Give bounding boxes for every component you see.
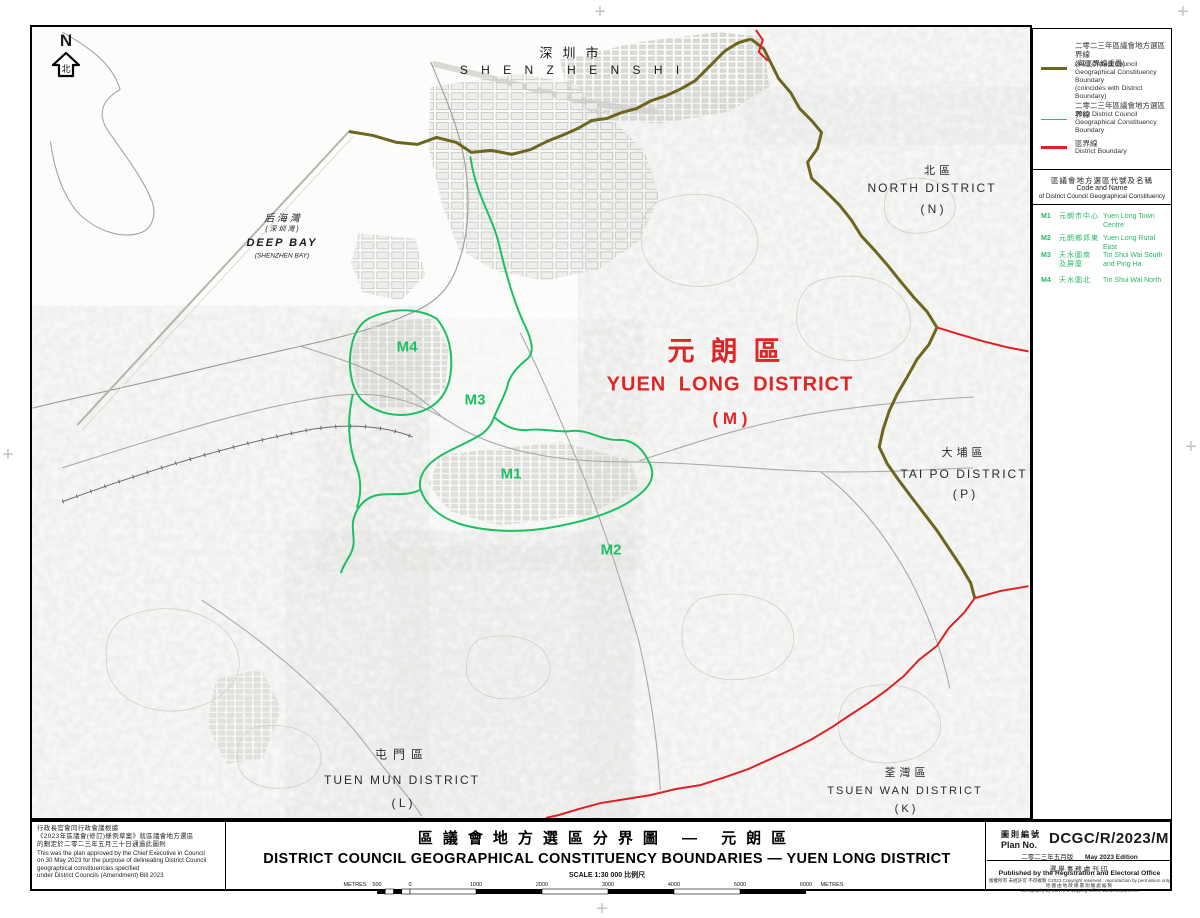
row-name-cn: 天水圍北 [1059, 277, 1091, 284]
label-tai-po-district-en: TAI PO DISTRICT [900, 467, 1028, 481]
svg-text:0: 0 [408, 882, 411, 888]
label-tai-po-district-code: ( P ) [952, 487, 976, 501]
approval-note-en: This was the plan approved by the Chief … [37, 849, 207, 880]
map-artwork [32, 27, 1030, 818]
svg-text:2000: 2000 [536, 882, 548, 888]
row-name-en: Yuen Long Rural East [1103, 235, 1156, 251]
copyright-line: 版權所有 未經許可 不得複製 ©2023 Copyright reserved … [988, 878, 1171, 883]
label-north-district-cn: 北區 [924, 165, 954, 177]
label-constituency-m3: M3 [464, 391, 486, 409]
label-tai-po-district-cn: 大埔區 [941, 447, 987, 459]
label-tuen-mun-district-en: TUEN MUN DISTRICT [324, 773, 480, 787]
north-arrow: N 北 [46, 32, 86, 84]
label-deep-bay-cn: 后 海 灣 [264, 213, 300, 225]
edition-en: May 2023 Edition [1085, 854, 1138, 861]
svg-text:1000: 1000 [470, 882, 482, 888]
edition: 二零二三年五月版 May 2023 Edition [987, 851, 1172, 861]
cartography-en: Cartography by Survey & Mapping Office, … [1020, 887, 1139, 893]
title-block-divider [985, 822, 986, 889]
code-table-title-en1: Code and Name [1076, 185, 1128, 192]
row-name-en: Yuen Long Town Centre [1103, 213, 1155, 229]
map-title: 區議會地方選區分界圖 — 元朗區 DISTRICT COUNCIL GEOGRA… [227, 822, 987, 903]
code-table-row-m3: M3 天水圍南 及屏廈 Tin Shui Wai South and Ping … [1033, 252, 1171, 272]
row-name-cn: 元朗鄉郊東 [1059, 235, 1099, 242]
scale-bar: METRES 500 0 1000 2000 3000 4000 5000 60… [344, 882, 844, 895]
legend-panel: 二零二三年區議會地方選區界線 (與區界線重疊) 2023 District Co… [1032, 28, 1172, 820]
north-letter: N [59, 31, 73, 50]
svg-text:METRES: METRES [344, 882, 367, 888]
code-table-row-m2: M2 元朗鄉郊東 Yuen Long Rural East [1033, 235, 1171, 251]
legend-swatch-green [1041, 119, 1067, 120]
panel-divider [1033, 204, 1171, 205]
row-name-cn: 天水圍南 及屏廈 [1059, 252, 1091, 268]
publisher-cn: 選舉事務處刊印 [1049, 866, 1110, 873]
label-tsuen-wan-district-en: TSUEN WAN DISTRICT [827, 785, 983, 797]
code-table-row-m1: M1 元朗市中心 Yuen Long Town Centre [1033, 213, 1171, 233]
map-canvas: N 北 深圳市 S H E N Z H E N S H I 后 海 灣 ( 深 … [30, 25, 1032, 820]
legend-swatch-red [1041, 146, 1067, 149]
legend-entry-3-en: District Boundary [1075, 148, 1127, 155]
plan-number-box: 圖則編號 Plan No. DCGC/R/2023/M 二零二三年五月版 May… [987, 822, 1172, 893]
label-shenzhen-en: S H E N Z H E N S H I [459, 63, 685, 77]
plan-number: DCGC/R/2023/M [1049, 830, 1169, 847]
label-north-district-en: NORTH DISTRICT [867, 181, 997, 195]
legend-entry-3-cn: 區界線 [1075, 139, 1098, 148]
label-constituency-m4: M4 [396, 338, 418, 356]
approval-note: 行政長官會同行政會議根據 《2023年區議會(修訂)條例草案》就區議會地方選區 … [37, 825, 223, 880]
plan-no-label-en: Plan No. [1001, 840, 1038, 850]
code-table-row-m4: M4 天水圍北 Tin Shui Wai North [1033, 277, 1171, 289]
approval-note-cn: 行政長官會同行政會議根據 《2023年區議會(修訂)條例草案》就區議會地方選區 … [37, 825, 194, 849]
label-deep-bay-en: DEEP BAY [246, 237, 318, 249]
svg-text:4000: 4000 [668, 882, 680, 888]
row-code: M1 [1041, 213, 1051, 220]
svg-text:5000: 5000 [734, 882, 746, 888]
label-yuen-long-code: ( M ) [712, 409, 748, 428]
label-tuen-mun-district-code: ( L ) [391, 796, 413, 810]
code-table-title-cn: 區議會地方選區代號及名稱 [1051, 176, 1153, 185]
panel-divider [1033, 169, 1171, 170]
row-name-cn: 元朗市中心 [1059, 213, 1099, 220]
north-arrow-icon: 北 [51, 51, 81, 78]
title-block-divider [225, 822, 226, 889]
svg-text:500: 500 [372, 882, 381, 888]
code-table-title-en2: of District Council Geographical Constit… [1038, 193, 1166, 200]
plan-box-divider [987, 860, 1172, 861]
label-tsuen-wan-district-cn: 荃灣區 [884, 767, 930, 779]
row-name-en: Tin Shui Wai North [1103, 277, 1162, 284]
label-constituency-m1: M1 [500, 465, 522, 483]
legend-swatch-olive [1041, 67, 1067, 70]
cartography-cn: 地圖由地政總署測繪處編製 [1045, 883, 1114, 888]
svg-text:METRES: METRES [821, 882, 844, 888]
label-yuen-long-en: YUEN LONG DISTRICT [606, 373, 854, 396]
map-title-en: DISTRICT COUNCIL GEOGRAPHICAL CONSTITUEN… [263, 851, 951, 867]
label-constituency-m2: M2 [600, 541, 622, 559]
scale-label: SCALE 1:30 000 比例尺 [568, 872, 646, 879]
label-tsuen-wan-district-code: ( K ) [894, 803, 916, 815]
row-code: M3 [1041, 252, 1051, 259]
publisher-en: Published by the Registration and Electo… [998, 870, 1161, 877]
svg-text:北: 北 [61, 64, 70, 74]
label-deep-bay-cn2: ( 深 圳 灣 ) [265, 226, 299, 233]
map-title-cn: 區議會地方選區分界圖 — 元朗區 [417, 830, 797, 847]
title-block: 行政長官會同行政會議根據 《2023年區議會(修訂)條例草案》就區議會地方選區 … [30, 820, 1172, 895]
legend-entry-1-en: 2023 District Council Geographical Const… [1075, 61, 1157, 100]
plan-no-label-cn: 圖則編號 [1001, 830, 1041, 839]
row-code: M2 [1041, 235, 1051, 242]
row-code: M4 [1041, 277, 1051, 284]
legend-entry-1-cn: 二零二三年區議會地方選區界線 (與區界線重疊) [1075, 41, 1165, 68]
edition-cn: 二零二三年五月版 [1021, 854, 1074, 861]
row-name-en: Tin Shui Wai South and Ping Ha [1103, 252, 1163, 268]
svg-text:6000: 6000 [800, 882, 812, 888]
label-tuen-mun-district-cn: 屯門區 [374, 747, 430, 762]
legend-entry-2-en: 2023 District Council Geographical Const… [1075, 111, 1157, 134]
label-shenzhen-cn: 深圳市 [539, 45, 609, 61]
label-deep-bay-en2: (SHENZHEN BAY) [254, 252, 310, 260]
legend-entry-2-cn: 二零二三年區議會地方選區界線 [1075, 101, 1165, 119]
svg-text:3000: 3000 [602, 882, 614, 888]
label-north-district-code: ( N ) [920, 202, 944, 216]
label-yuen-long-cn: 元朗區 [667, 336, 797, 367]
